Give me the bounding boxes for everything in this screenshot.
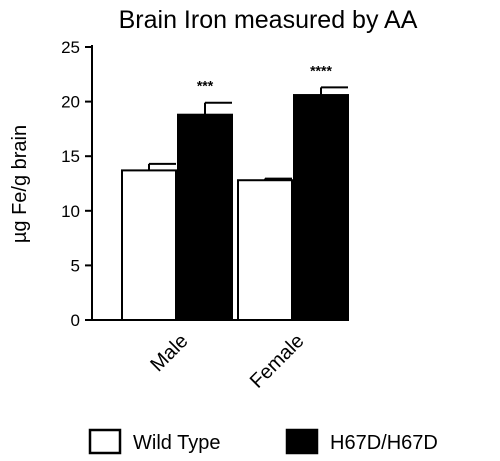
y-tick-label: 10	[61, 202, 80, 221]
significance-label: ***	[197, 78, 214, 94]
bar-wild-type-male	[121, 169, 177, 321]
legend-label: Wild Type	[133, 432, 220, 454]
y-tick-label: 5	[71, 256, 80, 275]
y-tick-label: 0	[71, 311, 80, 330]
plot-area: 0 5 10 15 20 25 *** Male **** Female	[61, 38, 349, 393]
y-tick-label: 20	[61, 93, 80, 112]
legend: Wild Type H67D/H67D	[88, 428, 438, 455]
x-tick-label: Male	[146, 330, 192, 376]
bar-h67d-h67d-male	[177, 113, 233, 322]
significance-label: ****	[310, 62, 332, 78]
y-tick-label: 15	[61, 147, 80, 166]
chart-title: Brain Iron measured by AA	[119, 6, 418, 34]
bar-wild-type-female	[237, 179, 293, 321]
legend-swatch	[88, 428, 122, 455]
y-axis-label: µg Fe/g brain	[9, 125, 31, 243]
legend-swatch	[285, 428, 319, 455]
x-tick-label: Female	[246, 330, 309, 393]
y-tick-label: 25	[61, 38, 80, 57]
legend-label: H67D/H67D	[330, 432, 438, 454]
bar-h67d-h67d-female	[293, 94, 349, 321]
